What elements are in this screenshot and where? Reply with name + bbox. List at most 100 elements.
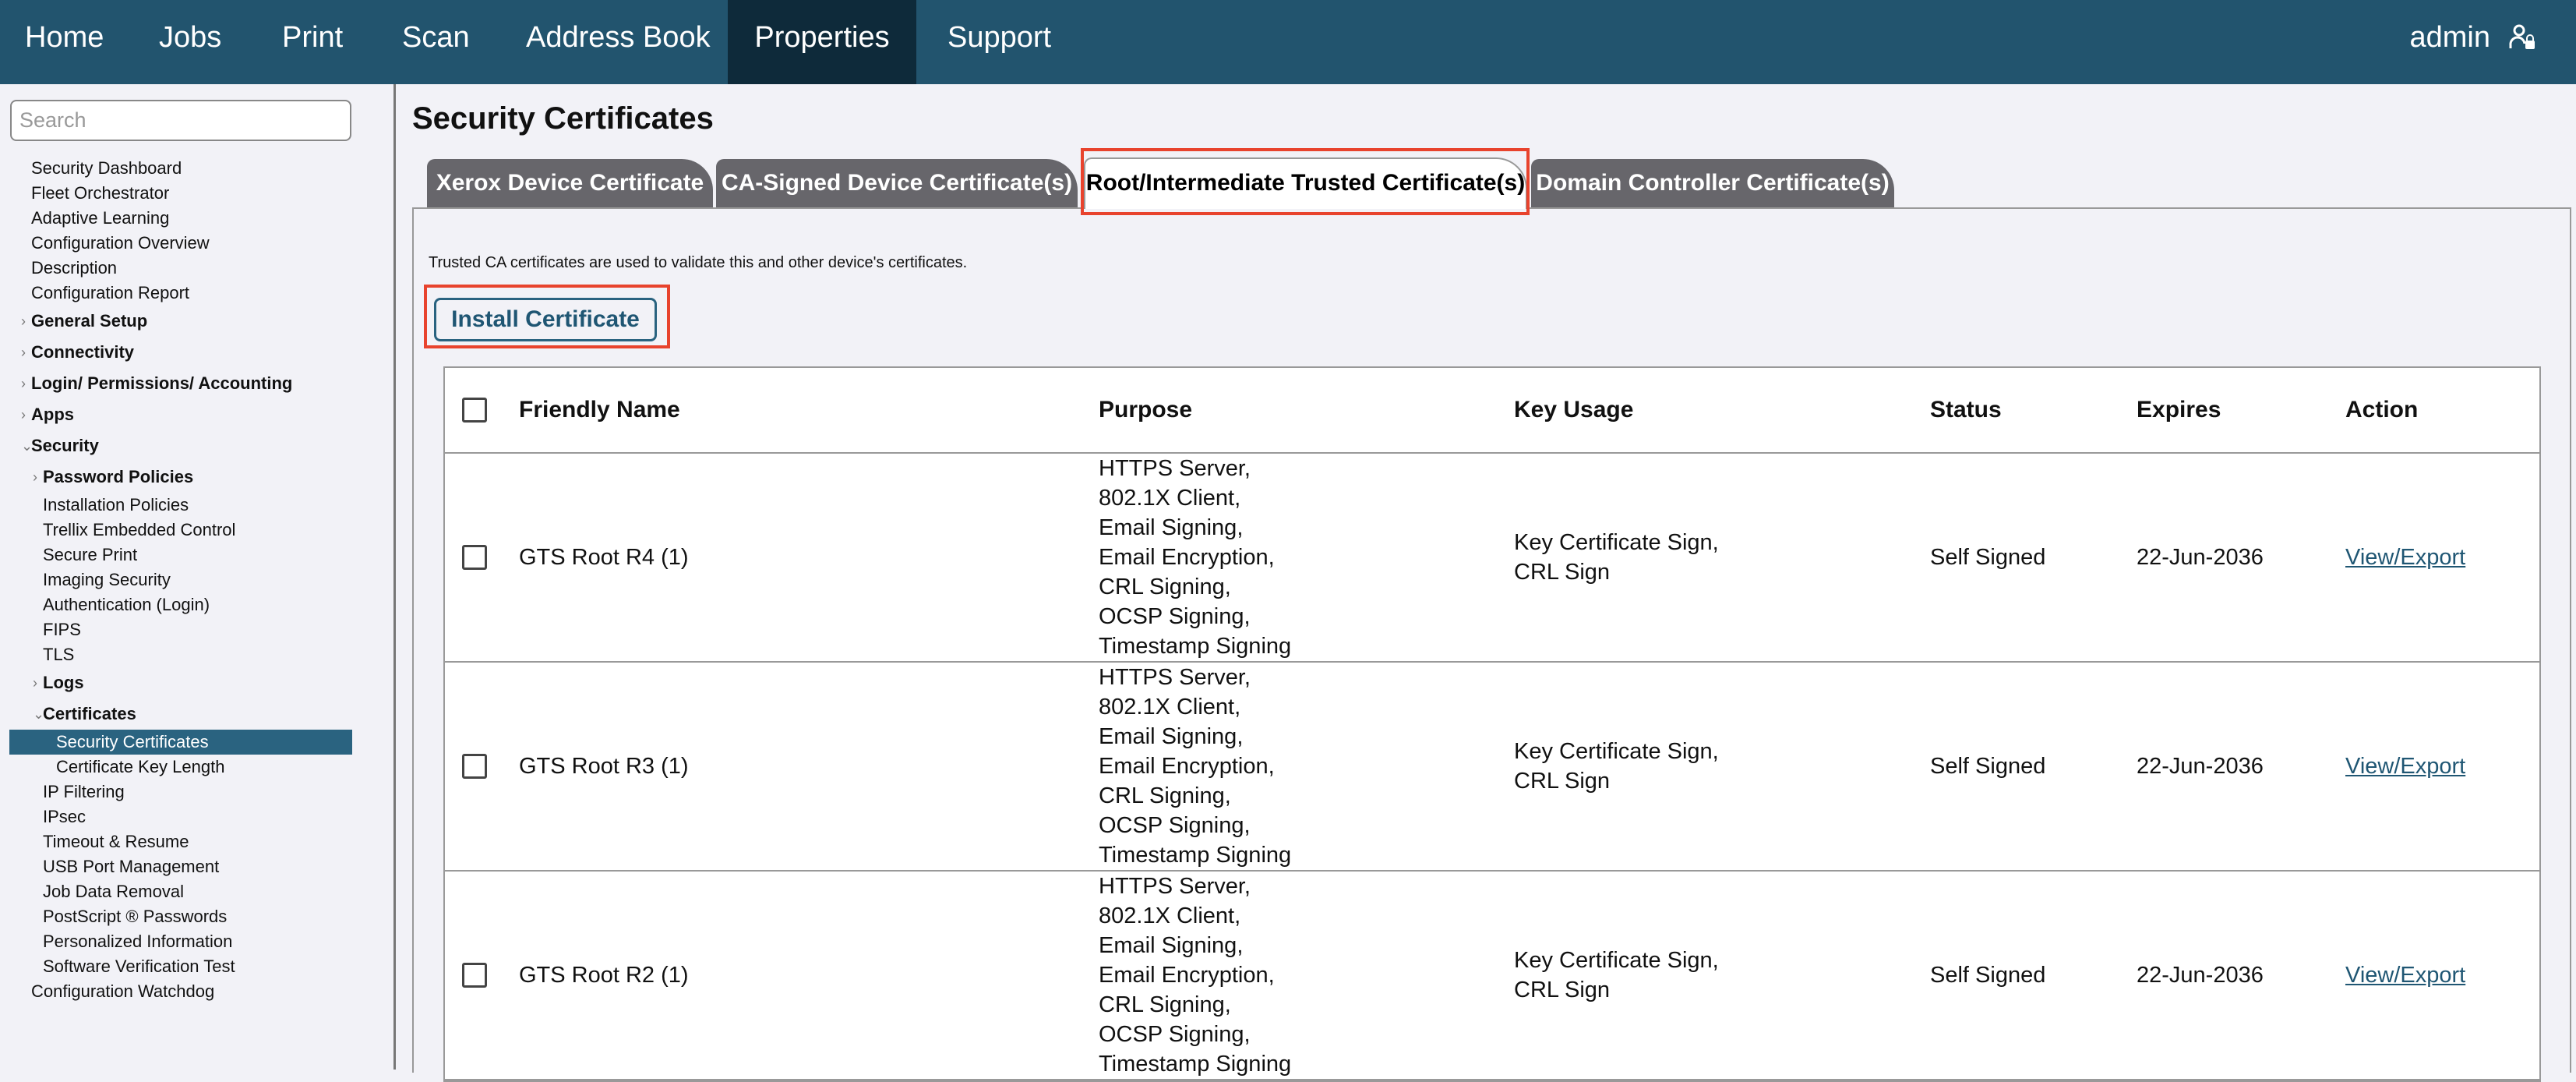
sidebar-item-label: Timeout & Resume <box>43 832 189 851</box>
sidebar-item-security[interactable]: ⌄ Security <box>0 430 396 461</box>
table-row: GTS Root R4 (1) HTTPS Server, 802.1X Clien… <box>445 454 2539 663</box>
sidebar-item-configuration-overview[interactable]: Configuration Overview <box>0 231 396 256</box>
sidebar-item-adaptive-learning[interactable]: Adaptive Learning <box>0 206 396 231</box>
sidebar-item-usb-port-management[interactable]: USB Port Management <box>0 854 396 879</box>
sidebar-item-security-dashboard[interactable]: Security Dashboard <box>0 156 396 181</box>
select-all-checkbox[interactable] <box>462 398 487 423</box>
purpose-line: HTTPS Server, <box>1099 665 1251 690</box>
sidebar-item-personalized-information[interactable]: Personalized Information <box>0 929 396 954</box>
sidebar-item-label: Fleet Orchestrator <box>31 183 170 203</box>
sidebar-item-label: IP Filtering <box>43 782 125 801</box>
nav-home[interactable]: Home <box>25 21 104 54</box>
status: Self Signed <box>1930 754 2046 779</box>
view-export-link[interactable]: View/Export <box>2345 545 2466 570</box>
friendly-name: GTS Root R4 (1) <box>519 545 689 570</box>
sidebar-item-label: Login/ Permissions/ Accounting <box>31 373 293 393</box>
row-checkbox[interactable] <box>462 963 487 988</box>
expires: 22-Jun-2036 <box>2137 545 2264 570</box>
header-key-usage: Key Usage <box>1514 397 1634 423</box>
key-usage-line: CRL Sign <box>1514 978 1611 1002</box>
sidebar-item-label: Security Dashboard <box>31 158 182 178</box>
chevron-right-icon[interactable]: › <box>33 675 37 691</box>
user-menu[interactable]: admin <box>2410 0 2538 75</box>
purpose-line: HTTPS Server, <box>1099 874 1251 899</box>
sidebar-item-label: Password Policies <box>43 467 194 486</box>
chevron-right-icon[interactable]: › <box>21 376 26 391</box>
chevron-right-icon[interactable]: › <box>21 407 26 423</box>
sidebar-item-label: Software Verification Test <box>43 956 235 976</box>
key-usage: Key Certificate Sign, CRL Sign <box>1514 528 1719 587</box>
nav-print[interactable]: Print <box>282 21 344 54</box>
nav-address-book[interactable]: Address Book <box>526 21 711 54</box>
purpose: HTTPS Server, 802.1X Client, Email Signing… <box>1099 663 1291 870</box>
sidebar-item-security-certificates[interactable]: Security Certificates <box>9 730 352 755</box>
sidebar-item-label: Certificate Key Length <box>56 757 225 776</box>
search-input[interactable] <box>10 100 351 141</box>
status: Self Signed <box>1930 545 2046 570</box>
expires: 22-Jun-2036 <box>2137 754 2264 779</box>
sidebar-item-description[interactable]: Description <box>0 256 396 281</box>
view-export-link[interactable]: View/Export <box>2345 754 2466 779</box>
sidebar-item-secure-print[interactable]: Secure Print <box>0 543 396 568</box>
sidebar-item-label: Configuration Watchdog <box>31 981 215 1001</box>
sidebar-item-installation-policies[interactable]: Installation Policies <box>0 493 396 518</box>
sidebar-item-authentication-login[interactable]: Authentication (Login) <box>0 592 396 617</box>
sidebar-item-configuration-report[interactable]: Configuration Report <box>0 281 396 306</box>
sidebar-menu: Security Dashboard Fleet Orchestrator Adap… <box>0 156 396 1004</box>
header-expires: Expires <box>2137 397 2221 423</box>
sidebar-item-tls[interactable]: TLS <box>0 642 396 667</box>
status: Self Signed <box>1930 963 2046 988</box>
sidebar-item-label: Authentication (Login) <box>43 595 210 614</box>
sidebar-item-label: TLS <box>43 645 75 664</box>
chevron-right-icon[interactable]: › <box>21 313 26 329</box>
sidebar-item-label: Certificates <box>43 704 136 723</box>
nav-support[interactable]: Support <box>947 21 1052 54</box>
sidebar-item-trellix-embedded-control[interactable]: Trellix Embedded Control <box>0 518 396 543</box>
sidebar-item-ipsec[interactable]: IPsec <box>0 804 396 829</box>
tab-xerox-device-certificate[interactable]: Xerox Device Certificate <box>427 159 713 207</box>
chevron-right-icon[interactable]: › <box>33 469 37 485</box>
sidebar-item-login-permissions-accounting[interactable]: › Login/ Permissions/ Accounting <box>0 368 396 399</box>
purpose-line: 802.1X Client, <box>1099 695 1241 720</box>
chevron-right-icon[interactable]: › <box>21 345 26 360</box>
view-export-link[interactable]: View/Export <box>2345 963 2466 988</box>
sidebar-item-ip-filtering[interactable]: IP Filtering <box>0 780 396 804</box>
row-checkbox[interactable] <box>462 545 487 570</box>
key-usage: Key Certificate Sign, CRL Sign <box>1514 946 1719 1005</box>
purpose-line: OCSP Signing, <box>1099 1022 1251 1047</box>
sidebar-item-label: Logs <box>43 673 84 692</box>
nav-properties[interactable]: Properties <box>728 0 916 84</box>
nav-scan[interactable]: Scan <box>402 21 470 54</box>
install-certificate-button[interactable]: Install Certificate <box>434 298 657 341</box>
sidebar-item-connectivity[interactable]: › Connectivity <box>0 337 396 368</box>
sidebar-item-label: Configuration Overview <box>31 233 210 253</box>
sidebar-item-apps[interactable]: › Apps <box>0 399 396 430</box>
sidebar-item-label: Security <box>31 436 99 455</box>
sidebar-item-software-verification-test[interactable]: Software Verification Test <box>0 954 396 979</box>
sidebar-item-logs[interactable]: › Logs <box>0 667 396 698</box>
tab-domain-controller-certificates[interactable]: Domain Controller Certificate(s) <box>1531 159 1894 207</box>
sidebar-item-postscript-passwords[interactable]: PostScript ® Passwords <box>0 904 396 929</box>
sidebar-item-fips[interactable]: FIPS <box>0 617 396 642</box>
sidebar-item-fleet-orchestrator[interactable]: Fleet Orchestrator <box>0 181 396 206</box>
purpose-line: CRL Signing, <box>1099 992 1231 1017</box>
sidebar-item-timeout-resume[interactable]: Timeout & Resume <box>0 829 396 854</box>
sidebar-item-general-setup[interactable]: › General Setup <box>0 306 396 337</box>
tab-root-intermediate-trusted-certificates[interactable]: Root/Intermediate Trusted Certificate(s) <box>1084 157 1527 209</box>
sidebar-item-configuration-watchdog[interactable]: Configuration Watchdog <box>0 979 396 1004</box>
sidebar-item-certificate-key-length[interactable]: Certificate Key Length <box>0 755 396 780</box>
nav-jobs[interactable]: Jobs <box>159 21 222 54</box>
sidebar-item-job-data-removal[interactable]: Job Data Removal <box>0 879 396 904</box>
chevron-down-icon[interactable]: ⌄ <box>33 706 45 722</box>
sidebar-item-certificates[interactable]: ⌄ Certificates <box>0 698 396 730</box>
sidebar-item-imaging-security[interactable]: Imaging Security <box>0 568 396 592</box>
sidebar-item-label: IPsec <box>43 807 86 826</box>
row-checkbox[interactable] <box>462 754 487 779</box>
key-usage-line: CRL Sign <box>1514 560 1611 585</box>
purpose-line: Email Signing, <box>1099 933 1244 958</box>
purpose-line: Email Signing, <box>1099 515 1244 540</box>
top-nav-bar: Home Jobs Print Scan Address Book Proper… <box>0 0 2576 84</box>
tab-ca-signed-device-certificates[interactable]: CA-Signed Device Certificate(s) <box>716 159 1078 207</box>
sidebar-item-password-policies[interactable]: › Password Policies <box>0 461 396 493</box>
chevron-down-icon[interactable]: ⌄ <box>21 438 34 454</box>
